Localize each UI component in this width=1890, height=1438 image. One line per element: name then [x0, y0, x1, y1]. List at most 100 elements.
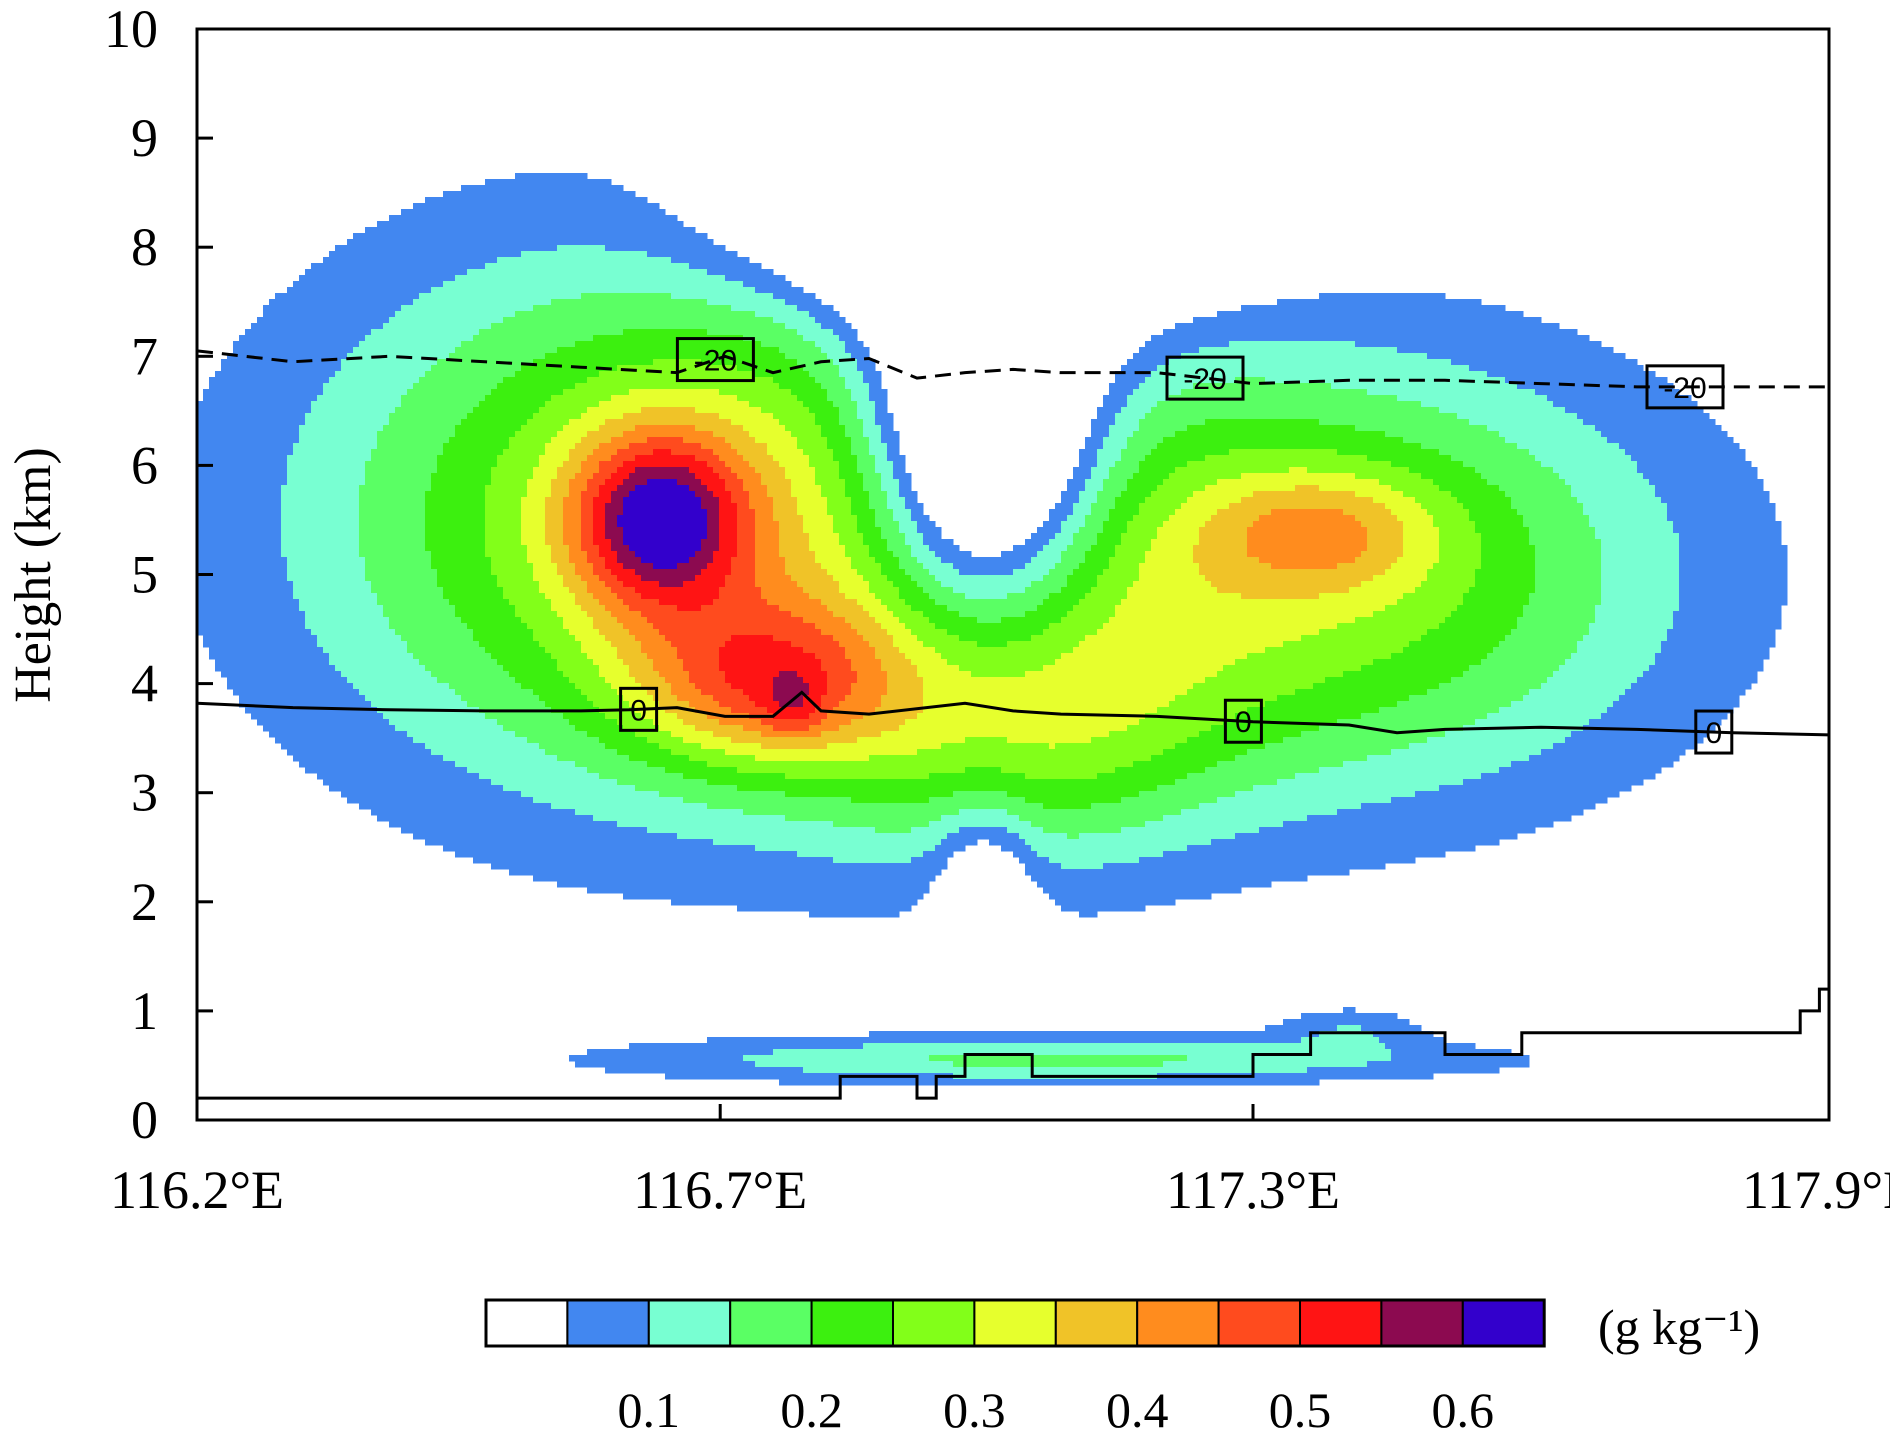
contour-cell: [257, 323, 264, 330]
contour-cell: [323, 317, 330, 324]
contour-cell: [377, 239, 384, 246]
contour-cell: [353, 239, 360, 246]
contour-cell: [545, 179, 552, 186]
contour-cell: [455, 203, 462, 210]
contour-cell: [689, 317, 696, 324]
contour-cell: [725, 275, 732, 282]
contour-cell: [1361, 323, 1368, 330]
contour-cell: [611, 275, 618, 282]
contour-cell: [311, 329, 318, 336]
contour-cell: [305, 275, 312, 282]
contour-cell: [743, 311, 750, 318]
contour-cell: [443, 305, 450, 312]
contour-cell: [647, 269, 654, 276]
contour-cell: [581, 221, 588, 228]
contour-cell: [545, 173, 552, 180]
contour-cell: [425, 311, 432, 318]
contour-cell: [695, 245, 702, 252]
contour-cell: [683, 257, 690, 264]
contour-cell: [719, 251, 726, 258]
contour-cell: [533, 173, 540, 180]
contour-cell: [611, 317, 618, 324]
contour-cell: [383, 245, 390, 252]
contour-cell: [281, 311, 288, 318]
contour-cell: [647, 287, 654, 294]
contour-cell: [377, 227, 384, 234]
contour-cell: [431, 245, 438, 252]
contour-cell: [581, 203, 588, 210]
contour-cell: [1355, 305, 1362, 312]
contour-cell: [683, 299, 690, 306]
contour-cell: [683, 275, 690, 282]
contour-cell: [365, 245, 372, 252]
contour-cell: [827, 311, 834, 318]
contour-cell: [587, 269, 594, 276]
contour-cell: [1295, 311, 1302, 318]
contour-cell: [425, 263, 432, 270]
contour-cell: [803, 323, 810, 330]
contour-cell: [707, 293, 714, 300]
contour-cell: [635, 221, 642, 228]
contour-cell: [629, 299, 636, 306]
contour-cell: [413, 203, 420, 210]
contour-cell: [503, 257, 510, 264]
contour-cell: [665, 317, 672, 324]
contour-cell: [383, 281, 390, 288]
contour-cell: [659, 245, 666, 252]
contour-cell: [485, 287, 492, 294]
contour-cell: [623, 233, 630, 240]
contour-cell: [461, 239, 468, 246]
contour-cell: [563, 293, 570, 300]
contour-cell: [641, 305, 648, 312]
contour-cell: [713, 251, 720, 258]
contour-cell: [575, 239, 582, 246]
contour-cell: [341, 269, 348, 276]
contour-cell: [419, 317, 426, 324]
contour-cell: [1253, 323, 1260, 330]
contour-cell: [383, 257, 390, 264]
contour-cell: [407, 209, 414, 216]
contour-cell: [311, 323, 318, 330]
contour-cell: [293, 323, 300, 330]
contour-cell: [431, 269, 438, 276]
contour-cell: [509, 281, 516, 288]
contour-cell: [497, 311, 504, 318]
contour-cell: [497, 323, 504, 330]
contour-cell: [473, 185, 480, 192]
contour-cell: [569, 293, 576, 300]
contour-cell: [593, 197, 600, 204]
contour-cell: [1481, 317, 1488, 324]
contour-cell: [1253, 305, 1260, 312]
contour-cell: [557, 215, 564, 222]
contour-cell: [311, 263, 318, 270]
contour-cell: [407, 269, 414, 276]
contour-cell: [557, 203, 564, 210]
contour-cell: [1475, 317, 1482, 324]
contour-cell: [1415, 293, 1422, 300]
contour-cell: [803, 305, 810, 312]
contour-cell: [731, 311, 738, 318]
contour-cell: [545, 197, 552, 204]
contour-cell: [443, 233, 450, 240]
contour-cell: [1325, 323, 1332, 330]
contour-cell: [641, 227, 648, 234]
contour-cell: [293, 293, 300, 300]
contour-cell: [1313, 323, 1320, 330]
contour-cell: [599, 305, 606, 312]
contour-cell: [1445, 311, 1452, 318]
contour-cell: [515, 209, 522, 216]
contour-cell: [365, 293, 372, 300]
contour-cell: [797, 323, 804, 330]
contour-cell: [455, 275, 462, 282]
contour-cell: [491, 203, 498, 210]
contour-cell: [641, 311, 648, 318]
contour-cell: [557, 299, 564, 306]
contour-cell: [653, 251, 660, 258]
contour-cell: [605, 305, 612, 312]
contour-cell: [521, 185, 528, 192]
contour-cell: [377, 299, 384, 306]
contour-cell: [545, 293, 552, 300]
contour-cell: [611, 227, 618, 234]
contour-cell: [659, 263, 666, 270]
contour-cell: [605, 245, 612, 252]
